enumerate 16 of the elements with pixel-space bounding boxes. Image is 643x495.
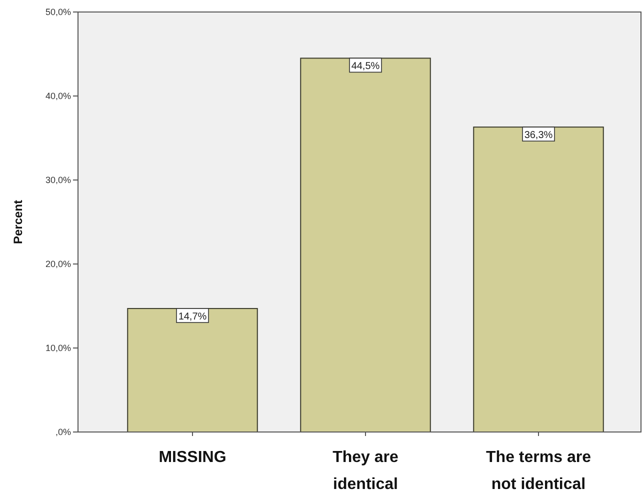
data-label: 14,7%	[178, 312, 207, 323]
bar	[127, 308, 258, 432]
data-label: 44,5%	[351, 61, 380, 72]
x-tick-label: They are identical	[332, 449, 399, 493]
data-label: 36,3%	[524, 130, 553, 142]
bar	[300, 58, 431, 432]
y-tick-label: 30,0%	[45, 175, 71, 186]
bar	[473, 126, 604, 432]
y-tick-label: 10,0%	[45, 343, 71, 354]
x-tick-label: MISSING	[158, 449, 226, 466]
y-tick-label: 20,0%	[45, 259, 71, 270]
y-tick-label: 50,0%	[45, 7, 71, 18]
y-tick-label: 40,0%	[45, 91, 71, 102]
y-tick-label: ,0%	[55, 427, 71, 438]
y-axis-title: Percent	[11, 200, 25, 244]
x-tick-label: The terms are not identical	[486, 449, 592, 493]
